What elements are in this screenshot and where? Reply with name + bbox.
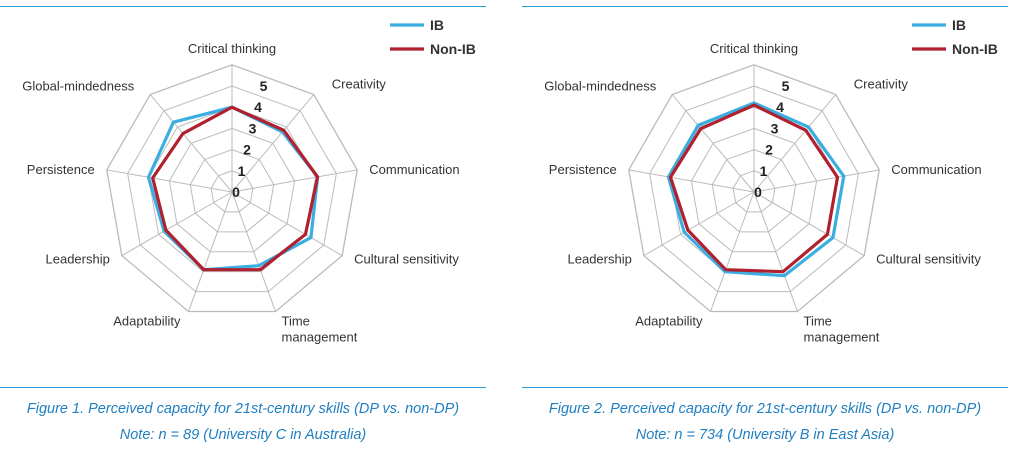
axis-label: Persistence bbox=[549, 162, 617, 177]
grid-spoke bbox=[188, 191, 233, 312]
grid-ring bbox=[711, 149, 797, 233]
axis-label: Cultural sensitivity bbox=[876, 252, 981, 267]
legend-label: Non-IB bbox=[430, 41, 476, 57]
axis-label: Creativity bbox=[854, 77, 909, 92]
axis-label: Global-mindedness bbox=[22, 79, 135, 94]
tick-label: 5 bbox=[260, 78, 268, 94]
grid-ring bbox=[106, 64, 358, 313]
axis-label: Time management bbox=[804, 314, 880, 345]
top-rule bbox=[522, 6, 1008, 7]
series-line-non-ib bbox=[151, 105, 320, 272]
grid-spoke bbox=[231, 191, 276, 312]
axis-label: Communication bbox=[891, 162, 981, 177]
axis-label: Adaptability bbox=[113, 314, 181, 329]
axis-label: Leadership bbox=[46, 252, 110, 267]
grid-ring bbox=[168, 127, 296, 253]
grid-spoke bbox=[121, 191, 233, 257]
tick-label: 2 bbox=[243, 142, 251, 158]
tick-label: 1 bbox=[238, 163, 246, 179]
axis-label: Persistence bbox=[27, 162, 95, 177]
grid-spoke bbox=[753, 169, 880, 193]
axis-label: Global-mindedness bbox=[544, 79, 657, 94]
grid-ring bbox=[210, 170, 254, 213]
tick-label: 4 bbox=[254, 99, 262, 115]
grid-spoke bbox=[710, 191, 755, 312]
grid-ring bbox=[127, 85, 337, 293]
tick-label: 5 bbox=[782, 78, 790, 94]
grid-spoke bbox=[628, 169, 755, 193]
bottom-rule bbox=[0, 387, 486, 388]
grid-ring bbox=[690, 127, 818, 253]
axis-label-line: management bbox=[282, 330, 358, 345]
grid-ring bbox=[628, 64, 880, 313]
grid-spoke bbox=[231, 191, 343, 257]
grid-spoke bbox=[753, 191, 798, 312]
tick-label: 0 bbox=[232, 184, 240, 200]
tick-label: 4 bbox=[776, 99, 784, 115]
top-rule bbox=[0, 6, 486, 7]
grid-spoke bbox=[753, 94, 837, 193]
tick-label: 1 bbox=[760, 163, 768, 179]
axis-label: Leadership bbox=[568, 252, 632, 267]
grid-ring bbox=[189, 149, 275, 233]
grid-spoke bbox=[149, 94, 233, 193]
tick-label: 3 bbox=[249, 120, 257, 136]
grid-spoke bbox=[231, 94, 315, 193]
grid-ring bbox=[649, 85, 859, 293]
axis-label-line: Time bbox=[804, 314, 832, 329]
axis-label-line: management bbox=[804, 330, 880, 345]
axis-label: Creativity bbox=[332, 77, 387, 92]
tick-label: 0 bbox=[754, 184, 762, 200]
axis-label: Communication bbox=[369, 162, 459, 177]
grid-ring bbox=[732, 170, 776, 213]
legend-label: IB bbox=[952, 17, 966, 33]
radar-svg-1: 0 1 2 3 4 5 Critical thinking Creativity Communi… bbox=[22, 17, 476, 345]
tick-label: 2 bbox=[765, 142, 773, 158]
legend-label: IB bbox=[430, 17, 444, 33]
axis-label: Cultural sensitivity bbox=[354, 252, 459, 267]
figure-note: Note: n = 734 (University B in East Asia… bbox=[635, 427, 895, 443]
axis-label: Adaptability bbox=[635, 314, 703, 329]
bottom-rule bbox=[522, 387, 1008, 388]
grid-spoke bbox=[753, 191, 865, 257]
legend-label: Non-IB bbox=[952, 41, 998, 57]
tick-label: 3 bbox=[771, 120, 779, 136]
radar-svg-2: 0 1 2 3 4 5 Critical thinking Creativity Communi… bbox=[544, 17, 998, 345]
series-line-ib bbox=[666, 101, 846, 278]
axis-label: Critical thinking bbox=[710, 41, 798, 56]
grid-spoke bbox=[106, 169, 233, 193]
figure-note: Note: n = 89 (University C in Australia) bbox=[119, 427, 367, 443]
figure-caption: Figure 2. Perceived capacity for 21st-ce… bbox=[548, 401, 982, 417]
radar-chart-2: 0 1 2 3 4 5 Critical thinking Creativity Communi… bbox=[522, 0, 1012, 469]
axis-label: Time management bbox=[282, 314, 358, 345]
grid bbox=[106, 64, 358, 313]
series-line-non-ib bbox=[668, 103, 840, 274]
axis-label: Critical thinking bbox=[188, 41, 276, 56]
axis-label-line: Time bbox=[282, 314, 310, 329]
grid-spoke bbox=[231, 169, 358, 193]
radar-chart-1: 0 1 2 3 4 5 Critical thinking Creativity Communi… bbox=[0, 0, 490, 469]
grid-spoke bbox=[671, 94, 755, 193]
grid-spoke bbox=[643, 191, 755, 257]
figure-caption: Figure 1. Perceived capacity for 21st-ce… bbox=[26, 401, 460, 417]
